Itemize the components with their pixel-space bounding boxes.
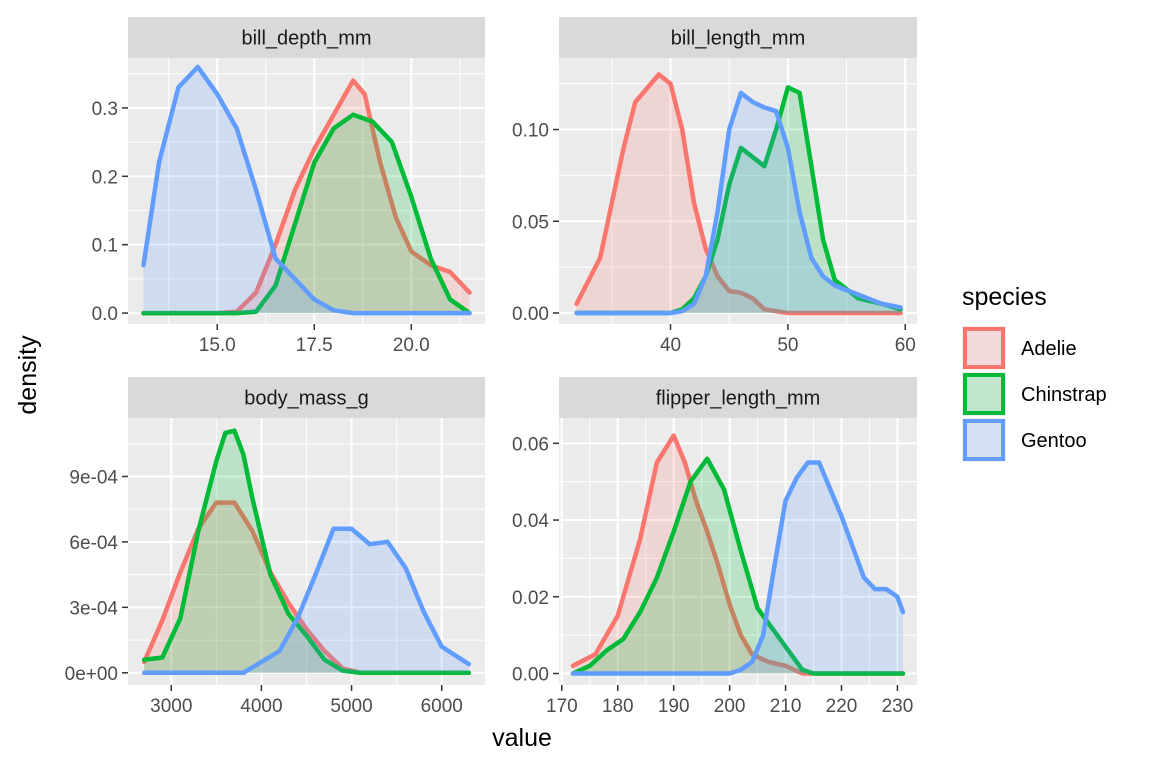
y-axis-title: density bbox=[14, 335, 42, 415]
density-line-adelie bbox=[570, 433, 906, 676]
density-area-gentoo bbox=[573, 462, 903, 674]
y-tick-label: 9e-04 bbox=[69, 467, 118, 488]
density-line-chinstrap bbox=[141, 428, 472, 676]
legend-item-gentoo: Gentoo bbox=[962, 418, 1087, 462]
y-tick-label: 6e-04 bbox=[69, 533, 118, 554]
density-line-gentoo bbox=[570, 460, 906, 676]
strip-bill-depth-mm bbox=[128, 17, 485, 58]
legend-key-background bbox=[962, 372, 1006, 416]
x-tick-label: 210 bbox=[770, 696, 802, 717]
strip-label-flipper-length-mm: flipper_length_mm bbox=[656, 388, 821, 410]
legend-key-background bbox=[962, 418, 1006, 462]
strip-body-mass-g bbox=[128, 377, 485, 418]
x-tick-label: 190 bbox=[658, 696, 690, 717]
density-line-chinstrap bbox=[141, 112, 472, 316]
density-area-chinstrap bbox=[576, 87, 901, 314]
x-axis-title: value bbox=[492, 724, 552, 752]
y-tick-label: 0.04 bbox=[512, 511, 549, 532]
y-tick-label: 0.2 bbox=[92, 167, 118, 188]
density-line-chinstrap bbox=[570, 456, 906, 676]
density-area-adelie bbox=[143, 80, 470, 314]
density-series-bill-depth-mm bbox=[141, 64, 472, 316]
y-tick-label: 3e-04 bbox=[69, 598, 118, 619]
density-area-adelie bbox=[573, 435, 903, 674]
density-area-gentoo bbox=[576, 92, 901, 314]
x-tick-label: 50 bbox=[777, 335, 798, 356]
x-tick-label: 4000 bbox=[240, 696, 282, 717]
axes-bill-length-mm: 40 50 60 0.00 0.05 0.10 bbox=[512, 121, 916, 356]
y-tick-label: 0.10 bbox=[512, 121, 549, 142]
legend-key-background bbox=[962, 326, 1006, 370]
y-tick-label: 0.0 bbox=[92, 304, 118, 325]
axes-bill-depth-mm: 15.0 17.5 20.0 0.0 0.1 0.2 0.3 bbox=[92, 99, 430, 356]
x-tick-label: 180 bbox=[602, 696, 634, 717]
density-area-chinstrap bbox=[143, 114, 470, 314]
strip-flipper-length-mm bbox=[559, 377, 917, 418]
axes-flipper-length-mm: 170 180 190 200 210 220 230 0.00 0.02 0.04 0.06 bbox=[512, 434, 913, 717]
x-tick-label: 20.0 bbox=[393, 335, 430, 356]
y-tick-label: 0.00 bbox=[512, 304, 549, 325]
legend-label-gentoo: Gentoo bbox=[1021, 430, 1087, 452]
x-tick-label: 6000 bbox=[421, 696, 463, 717]
legend-key-adelie bbox=[963, 327, 1005, 369]
density-line-adelie bbox=[141, 500, 472, 676]
legend-item-chinstrap: Chinstrap bbox=[962, 372, 1107, 416]
legend-item-adelie: Adelie bbox=[962, 326, 1077, 370]
y-tick-label: 0.00 bbox=[512, 664, 549, 685]
y-tick-label: 0.02 bbox=[512, 588, 549, 609]
legend: species Adelie Chinstrap Gentoo bbox=[962, 283, 1107, 462]
legend-items: Adelie Chinstrap Gentoo bbox=[962, 326, 1107, 462]
y-tick-label: 0.06 bbox=[512, 434, 549, 455]
density-line-gentoo bbox=[141, 64, 472, 316]
density-area-adelie bbox=[576, 74, 901, 313]
x-tick-label: 15.0 bbox=[199, 335, 236, 356]
density-series-body-mass-g bbox=[141, 428, 472, 676]
density-line-gentoo bbox=[141, 526, 472, 676]
x-tick-label: 200 bbox=[714, 696, 746, 717]
density-area-chinstrap bbox=[573, 458, 903, 674]
x-tick-label: 40 bbox=[660, 335, 681, 356]
gridlines-flipper-length-mm bbox=[559, 418, 917, 685]
legend-label-chinstrap: Chinstrap bbox=[1021, 384, 1107, 406]
panel-flipper-length-mm: flipper_length_mm 170 180 190 200 210 220 230 0.… bbox=[512, 377, 917, 717]
panel-bill-length-mm: bill_length_mm 40 50 60 0.00 0.05 0.10 bbox=[512, 17, 917, 356]
legend-label-adelie: Adelie bbox=[1021, 338, 1077, 360]
x-tick-label: 60 bbox=[895, 335, 916, 356]
y-tick-label: 0.3 bbox=[92, 99, 118, 120]
y-tick-label: 0.1 bbox=[92, 236, 118, 257]
x-tick-label: 220 bbox=[826, 696, 858, 717]
density-series-flipper-length-mm bbox=[570, 433, 906, 676]
density-area-gentoo bbox=[143, 66, 470, 314]
panel-body-mass-g: body_mass_g 3000 4000 5000 6000 0e+00 3e-04 6e-… bbox=[65, 377, 485, 717]
y-tick-label: 0.05 bbox=[512, 212, 549, 233]
density-series-bill-length-mm bbox=[574, 72, 903, 316]
density-line-gentoo bbox=[574, 90, 903, 316]
axes-body-mass-g: 3000 4000 5000 6000 0e+00 3e-04 6e-04 9e-04 bbox=[65, 467, 463, 717]
x-tick-label: 230 bbox=[882, 696, 914, 717]
x-tick-label: 3000 bbox=[150, 696, 192, 717]
y-tick-label: 0e+00 bbox=[65, 664, 118, 685]
strip-label-body-mass-g: body_mass_g bbox=[244, 388, 369, 410]
panel-bill-depth-mm: bill_depth_mm 15.0 17.5 20.0 0.0 0.1 0.2 0.3 bbox=[92, 17, 485, 356]
strip-label-bill-depth-mm: bill_depth_mm bbox=[241, 28, 371, 50]
x-tick-label: 5000 bbox=[330, 696, 372, 717]
strip-label-bill-length-mm: bill_length_mm bbox=[671, 28, 806, 50]
density-area-adelie bbox=[144, 502, 469, 673]
legend-title: species bbox=[962, 283, 1047, 311]
density-line-adelie bbox=[141, 78, 472, 316]
x-tick-label: 17.5 bbox=[296, 335, 333, 356]
density-area-chinstrap bbox=[144, 430, 469, 673]
legend-key-chinstrap bbox=[963, 373, 1005, 415]
strip-bill-length-mm bbox=[559, 17, 917, 58]
x-tick-label: 170 bbox=[546, 696, 578, 717]
legend-key-gentoo bbox=[963, 419, 1005, 461]
